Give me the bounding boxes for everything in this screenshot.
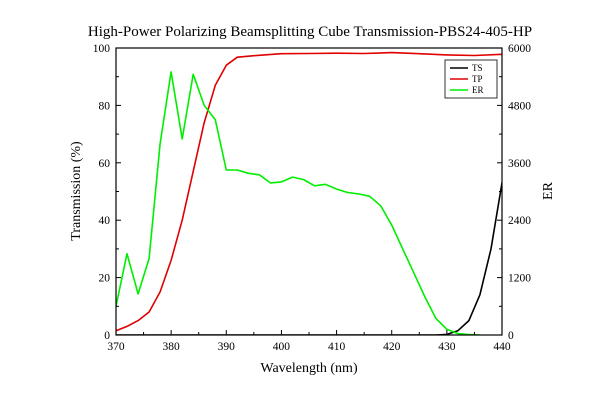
legend-label-tp: TP xyxy=(472,74,483,84)
y2-tick-label: 2400 xyxy=(508,215,531,227)
x-tick-label: 440 xyxy=(493,341,511,353)
y2-tick-label: 3600 xyxy=(508,158,531,170)
y-tick-label: 100 xyxy=(93,43,111,55)
series-line-tp xyxy=(116,51,502,332)
y-tick-label: 40 xyxy=(99,215,111,227)
y2-tick-label: 6000 xyxy=(508,43,531,55)
y2-tick-label: 1200 xyxy=(508,273,531,285)
y-tick-label: 0 xyxy=(104,330,110,342)
chart-title: High-Power Polarizing Beamsplitting Cube… xyxy=(88,24,532,40)
x-axis-label: Wavelength (nm) xyxy=(260,361,358,376)
y-tick-label: 80 xyxy=(99,100,111,112)
x-tick-label: 380 xyxy=(163,341,181,353)
y2-axis-label: ER xyxy=(541,181,556,200)
x-tick-label: 410 xyxy=(328,341,346,353)
y2-tick-label: 0 xyxy=(508,330,514,342)
x-tick-label: 400 xyxy=(273,341,291,353)
series-line-er xyxy=(116,71,481,335)
x-tick-label: 370 xyxy=(107,341,125,353)
series-line-ts xyxy=(116,182,502,335)
x-tick-label: 390 xyxy=(218,341,236,353)
y2-tick-label: 4800 xyxy=(508,100,531,112)
y-tick-label: 60 xyxy=(99,158,111,170)
x-tick-label: 430 xyxy=(438,341,456,353)
y-axis-label: Transmission (%) xyxy=(69,141,84,241)
legend-label-er: ER xyxy=(472,85,484,95)
y-tick-label: 20 xyxy=(99,273,111,285)
legend-label-ts: TS xyxy=(472,63,483,73)
x-tick-label: 420 xyxy=(383,341,401,353)
